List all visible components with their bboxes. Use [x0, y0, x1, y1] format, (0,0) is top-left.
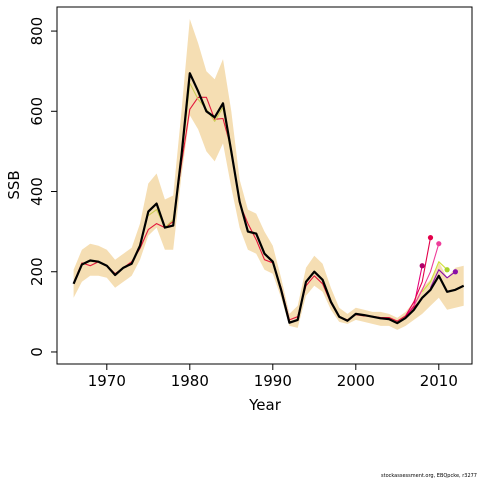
endpoint-marker-2008	[419, 263, 425, 269]
endpoint-marker-2010	[436, 241, 442, 247]
endpoint-markers-layer	[419, 235, 458, 275]
endpoint-marker-2012	[452, 269, 458, 275]
y-tick-label-800: 800	[28, 17, 46, 46]
x-axis: 1970 1980 1990 2000 2010	[88, 363, 458, 390]
endpoint-marker-2009	[427, 235, 434, 241]
x-axis-title: Year	[248, 396, 282, 414]
x-tick-label-1980: 1980	[171, 372, 209, 390]
footer-note: stockassessment.org, EBQpcke, r3277	[381, 473, 477, 479]
y-tick-label-600: 600	[28, 97, 46, 126]
confidence-band	[73, 19, 464, 330]
y-tick-label-0: 0	[28, 347, 46, 357]
x-tick-label-1990: 1990	[254, 372, 292, 390]
x-tick-label-1970: 1970	[88, 372, 126, 390]
series-line-6	[430, 269, 456, 289]
y-axis: 0 200 400 600 800	[28, 17, 58, 357]
x-tick-label-2000: 2000	[337, 372, 375, 390]
endpoint-marker-2011	[444, 267, 450, 273]
y-tick-label-400: 400	[28, 177, 46, 206]
y-axis-title: SSB	[5, 170, 23, 199]
series-line-1	[73, 96, 423, 322]
y-tick-label-200: 200	[28, 257, 46, 286]
x-tick-label-2010: 2010	[420, 372, 458, 390]
series-line-4	[413, 243, 440, 307]
series-line-main	[72, 72, 465, 325]
series-line-5	[421, 261, 448, 293]
series-layer	[72, 72, 465, 325]
confidence-band-layer	[73, 19, 464, 330]
series-line-3	[405, 237, 432, 317]
